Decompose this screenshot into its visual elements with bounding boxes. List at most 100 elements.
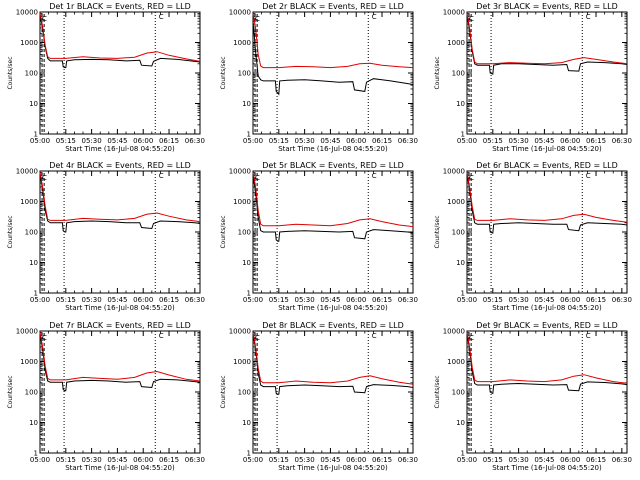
x-tick-label: 06:15 (586, 296, 606, 304)
legend-marker: C (159, 332, 164, 340)
series-events (466, 173, 628, 234)
y-tick-label: 1000 (233, 198, 251, 206)
x-tick-label: 06:15 (372, 456, 392, 464)
y-tick-label: 10000 (443, 9, 465, 17)
x-tick-label: 05:00 (243, 137, 263, 145)
x-tick-label: 05:30 (82, 456, 102, 464)
x-tick-label: 06:00 (346, 456, 366, 464)
x-tick-label: 06:00 (133, 137, 153, 145)
series-lld (466, 332, 628, 384)
panel-title: Det 7r BLACK = Events, RED = LLD (49, 321, 191, 330)
y-axis-label: Counts/sec (434, 56, 441, 89)
x-tick-label: 06:15 (586, 137, 606, 145)
x-tick-label: 05:45 (107, 296, 127, 304)
x-tick-label: 05:45 (534, 456, 554, 464)
x-tick-label: 05:45 (320, 137, 340, 145)
y-tick-label: 10000 (16, 9, 38, 17)
series-lld (39, 172, 201, 223)
y-tick-label: 10 (242, 100, 251, 108)
panel-title: Det 2r BLACK = Events, RED = LLD (262, 2, 404, 11)
x-tick-label: 06:15 (159, 137, 179, 145)
x-tick-label: 06:30 (185, 456, 205, 464)
y-tick-label: 100 (25, 70, 38, 78)
x-tick-label: 05:45 (107, 137, 127, 145)
x-tick-label: 06:00 (346, 137, 366, 145)
y-tick-label: 10000 (443, 168, 465, 176)
y-tick-label: 10 (456, 419, 465, 427)
y-tick-label: 10 (29, 419, 38, 427)
x-tick-label: 05:30 (509, 296, 529, 304)
x-tick-label: 06:00 (133, 456, 153, 464)
y-tick-label: 100 (452, 229, 465, 237)
y-tick-label: 1000 (233, 358, 251, 366)
y-tick-label: 10000 (229, 328, 251, 336)
legend-marker: C (255, 15, 260, 23)
x-tick-label: 06:00 (133, 296, 153, 304)
panel-det-2: Det 2r BLACK = Events, RED = LLD 1 10 100 10… (220, 2, 418, 153)
x-tick-label: 06:30 (612, 456, 632, 464)
x-tick-label: 05:15 (56, 296, 76, 304)
legend-marker: C (469, 15, 474, 23)
y-axis-label: Counts/sec (434, 375, 441, 408)
series-events (39, 14, 201, 69)
x-tick-label: 05:30 (295, 456, 315, 464)
x-tick-label: 05:30 (509, 137, 529, 145)
y-tick-label: 1 (461, 450, 465, 458)
x-tick-label: 05:45 (107, 456, 127, 464)
y-axis-label: Counts/sec (434, 215, 441, 248)
y-axis-label: Counts/sec (220, 56, 227, 89)
y-tick-label: 1 (461, 290, 465, 298)
x-tick-label: 05:15 (483, 296, 503, 304)
panel-title: Det 3r BLACK = Events, RED = LLD (476, 2, 618, 11)
x-tick-label: 06:30 (398, 296, 418, 304)
legend-marker: C (42, 15, 47, 23)
y-tick-label: 10000 (443, 328, 465, 336)
y-tick-label: 100 (238, 70, 251, 78)
panel-det-1: Det 1r BLACK = Events, RED = LLD 1 10 100 10… (7, 2, 205, 153)
x-tick-label: 05:15 (269, 137, 289, 145)
panel-det-7: Det 7r BLACK = Events, RED = LLD 1 10 100 10… (7, 321, 205, 472)
y-tick-label: 10 (242, 259, 251, 267)
x-tick-label: 06:00 (560, 456, 580, 464)
series-lld (466, 172, 628, 223)
x-tick-label: 05:00 (30, 137, 50, 145)
y-tick-label: 1 (247, 290, 251, 298)
x-tick-label: 06:00 (346, 296, 366, 304)
legend-marker: C (586, 13, 591, 21)
series-lld (39, 332, 201, 382)
legend-marker: C (255, 334, 260, 342)
y-tick-label: 100 (25, 389, 38, 397)
x-tick-label: 05:00 (30, 296, 50, 304)
series-lld (252, 13, 414, 69)
x-axis-label: Start Time (16-Jul-08 04:55:20) (492, 464, 602, 472)
y-tick-label: 1 (34, 450, 38, 458)
y-tick-label: 10 (242, 419, 251, 427)
y-tick-label: 1 (34, 290, 38, 298)
y-axis-label: Counts/sec (7, 215, 14, 248)
y-tick-label: 1 (247, 131, 251, 139)
legend-marker: C (469, 174, 474, 182)
x-tick-label: 05:00 (457, 296, 477, 304)
y-tick-label: 100 (238, 229, 251, 237)
x-axis-label: Start Time (16-Jul-08 04:55:20) (278, 145, 388, 153)
legend-marker: C (372, 13, 377, 21)
y-axis-label: Counts/sec (7, 375, 14, 408)
series-events (39, 173, 201, 233)
panel-title: Det 5r BLACK = Events, RED = LLD (262, 161, 404, 170)
x-tick-label: 05:30 (295, 296, 315, 304)
y-tick-label: 10000 (229, 168, 251, 176)
panel-det-8: Det 8r BLACK = Events, RED = LLD 1 10 100 10… (220, 321, 418, 472)
y-tick-label: 100 (452, 70, 465, 78)
x-tick-label: 05:45 (320, 296, 340, 304)
series-events (252, 21, 414, 96)
y-tick-label: 1000 (447, 39, 465, 47)
legend-marker: C (255, 174, 260, 182)
y-axis-label: Counts/sec (7, 56, 14, 89)
x-tick-label: 06:00 (560, 137, 580, 145)
panel-title: Det 1r BLACK = Events, RED = LLD (49, 2, 191, 11)
x-tick-label: 05:30 (295, 137, 315, 145)
series-events (466, 14, 628, 75)
x-tick-label: 06:30 (398, 137, 418, 145)
x-tick-label: 06:15 (159, 296, 179, 304)
